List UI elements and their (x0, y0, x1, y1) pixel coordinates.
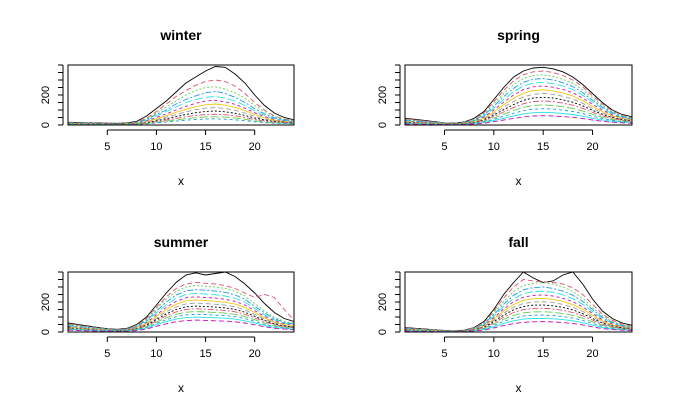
x-tick-label: 10 (488, 141, 500, 153)
y-axis: 0 200 (40, 271, 64, 335)
series-line (68, 107, 294, 125)
series-line (405, 85, 632, 125)
series-line (405, 272, 632, 332)
series-group (405, 66, 632, 125)
series-group (405, 272, 632, 332)
x-tick-label: 15 (537, 141, 549, 153)
series-line (405, 115, 632, 125)
series-line (68, 308, 294, 332)
x-axis-label: x (178, 381, 184, 395)
plot-frame (404, 271, 633, 333)
series-line (68, 79, 294, 125)
x-tick-label: 15 (537, 348, 549, 360)
x-tick-label: 20 (249, 348, 261, 360)
x-axis-label: x (178, 174, 184, 188)
x-tick-label: 5 (441, 141, 447, 153)
x-axis-label: x (516, 174, 522, 188)
y-tick-label: 0 (377, 329, 389, 335)
series-line (405, 282, 632, 332)
y-axis: 0 200 (377, 271, 401, 335)
plot-frame (67, 64, 295, 126)
x-tick-label: 20 (586, 141, 598, 153)
panel-title: winter (159, 27, 202, 43)
x-tick-label: 15 (199, 141, 211, 153)
x-tick-label: 5 (441, 348, 447, 360)
series-line (405, 286, 632, 332)
y-tick-label: 0 (40, 122, 52, 128)
x-tick-label: 5 (104, 141, 110, 153)
series-line (68, 319, 294, 332)
series-line (405, 301, 632, 332)
y-tick-label: 200 (40, 86, 52, 104)
series-line (68, 272, 294, 330)
x-axis: 5 10 15 20 (441, 336, 599, 360)
series-line (405, 321, 632, 332)
x-tick-label: 10 (150, 348, 162, 360)
x-axis-label: x (516, 381, 522, 395)
y-tick-label: 200 (377, 86, 389, 104)
plot-frame (404, 64, 633, 126)
x-tick-label: 5 (104, 348, 110, 360)
series-line (68, 285, 294, 331)
series-line (405, 70, 632, 124)
panel-title: summer (154, 234, 209, 250)
panel-title: spring (497, 27, 540, 43)
series-line (405, 111, 632, 125)
x-tick-label: 15 (199, 348, 211, 360)
plot-frame (67, 271, 295, 333)
series-line (68, 282, 294, 331)
series-line (68, 66, 294, 124)
series-line (68, 316, 294, 332)
series-group (68, 66, 294, 125)
series-group (68, 272, 294, 332)
x-tick-label: 20 (249, 141, 261, 153)
series-line (405, 78, 632, 125)
x-axis: 5 10 15 20 (104, 129, 261, 153)
series-line (405, 279, 632, 332)
series-line (405, 294, 632, 332)
x-axis: 5 10 15 20 (441, 129, 599, 153)
series-line (405, 311, 632, 332)
x-tick-label: 20 (586, 348, 598, 360)
y-tick-label: 0 (377, 122, 389, 128)
x-tick-label: 10 (488, 348, 500, 360)
y-axis: 0 200 (40, 64, 64, 128)
y-tick-label: 200 (377, 293, 389, 311)
panel-title: fall (508, 234, 528, 250)
series-line (68, 302, 294, 331)
y-tick-label: 200 (40, 293, 52, 311)
x-axis: 5 10 15 20 (104, 336, 261, 360)
x-tick-label: 10 (150, 141, 162, 153)
y-axis: 0 200 (377, 64, 401, 128)
series-line (405, 74, 632, 124)
y-tick-label: 0 (40, 329, 52, 335)
